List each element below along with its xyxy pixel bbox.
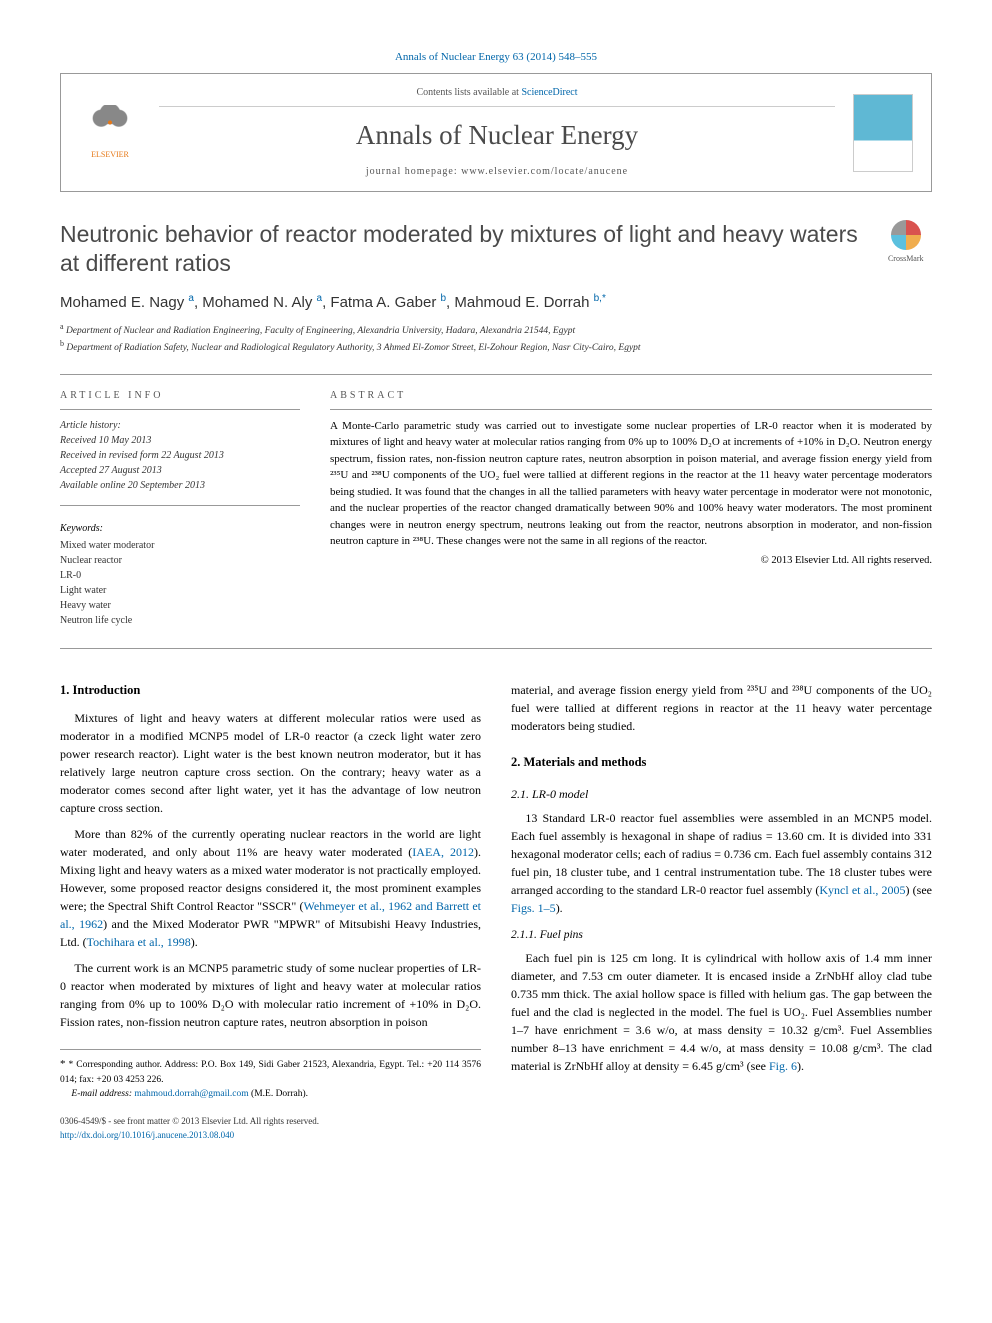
sciencedirect-link[interactable]: ScienceDirect [521,87,577,98]
keywords-label: Keywords: [60,522,300,536]
affiliation-a: a Department of Nuclear and Radiation En… [60,321,932,338]
author-affil-sup: a [317,293,323,304]
history-online: Available online 20 September 2013 [60,478,300,493]
p2a: Each fuel pin is 125 cm long. It is cyli… [511,951,932,1073]
lr0-model-p: 13 Standard LR-0 reactor fuel assemblies… [511,809,932,917]
abstract-block: ABSTRACT A Monte-Carlo parametric study … [330,389,932,628]
keyword: LR-0 [60,568,300,583]
divider [60,505,300,506]
citation-line: Annals of Nuclear Energy 63 (2014) 548–5… [60,50,932,65]
ref-tochihara[interactable]: Tochihara et al., 1998 [87,935,191,949]
intro-p3: The current work is an MCNP5 parametric … [60,959,481,1031]
article-info-label: ARTICLE INFO [60,389,300,410]
intro-p2: More than 82% of the currently operating… [60,825,481,951]
fig-6-link[interactable]: Fig. 6 [769,1059,797,1073]
homepage-prefix: journal homepage: [366,166,461,177]
header-center: Contents lists available at ScienceDirec… [159,86,835,179]
meta-row: ARTICLE INFO Article history: Received 1… [60,389,932,628]
copyright-line: © 2013 Elsevier Ltd. All rights reserved… [330,554,932,569]
affil-b-text: Department of Radiation Safety, Nuclear … [66,343,640,353]
p1c: ). [556,901,563,915]
continuation-p: material, and average fission energy yie… [511,681,932,735]
affiliations: a Department of Nuclear and Radiation En… [60,321,932,356]
contents-prefix: Contents lists available at [416,87,521,98]
journal-header-box: ELSEVIER Contents lists available at Sci… [60,73,932,192]
section-2-heading: 2. Materials and methods [511,753,932,772]
homepage-url: www.elsevier.com/locate/anucene [461,166,628,177]
elsevier-tree-icon [88,105,132,149]
crossmark-badge[interactable]: CrossMark [880,220,932,264]
affiliation-b: b Department of Radiation Safety, Nuclea… [60,338,932,355]
corr-email[interactable]: mahmoud.dorrah@gmail.com [134,1089,248,1099]
section-1-heading: 1. Introduction [60,681,481,700]
contents-line: Contents lists available at ScienceDirec… [159,86,835,107]
article-title: Neutronic behavior of reactor moderated … [60,220,860,278]
ref-iaea[interactable]: IAEA, 2012 [412,845,474,859]
corr-email-who: (M.E. Dorrah). [249,1089,308,1099]
figs-1-5-link[interactable]: Figs. 1–5 [511,901,556,915]
crossmark-icon [891,220,921,250]
history-label: Article history: [60,418,300,433]
journal-title: Annals of Nuclear Energy [159,117,835,155]
left-column: 1. Introduction Mixtures of light and he… [60,681,481,1143]
doi-link[interactable]: http://dx.doi.org/10.1016/j.anucene.2013… [60,1130,234,1140]
keyword: Mixed water moderator [60,538,300,553]
history-revised: Received in revised form 22 August 2013 [60,448,300,463]
publisher-name: ELSEVIER [91,149,129,160]
author-affil-sup: b,* [594,293,606,304]
divider [60,648,932,649]
keyword: Heavy water [60,598,300,613]
keyword: Nuclear reactor [60,553,300,568]
author-affil-sup: b [440,293,446,304]
authors-line: Mohamed E. Nagy a, Mohamed N. Aly a, Fat… [60,292,932,313]
affil-a-text: Department of Nuclear and Radiation Engi… [66,326,575,336]
journal-article-page: Annals of Nuclear Energy 63 (2014) 548–5… [0,0,992,1182]
keyword: Light water [60,583,300,598]
divider [60,374,932,375]
section-2-1-1-heading: 2.1.1. Fuel pins [511,927,932,944]
journal-cover-thumbnail [853,94,913,172]
p1b: ) (see [906,883,932,897]
history-accepted: Accepted 27 August 2013 [60,463,300,478]
keyword: Neutron life cycle [60,613,300,628]
title-row: Neutronic behavior of reactor moderated … [60,220,932,292]
elsevier-logo: ELSEVIER [79,97,141,169]
issn-line: 0306-4549/$ - see front matter © 2013 El… [60,1115,481,1142]
p2b: ). [797,1059,804,1073]
corr-text: * Corresponding author. Address: P.O. Bo… [60,1060,481,1085]
section-2-1-heading: 2.1. LR-0 model [511,785,932,803]
email-label: E-mail address: [71,1089,132,1099]
fuel-pins-p: Each fuel pin is 125 cm long. It is cyli… [511,949,932,1075]
corresponding-author-footnote: * * Corresponding author. Address: P.O. … [60,1049,481,1101]
intro-p1: Mixtures of light and heavy waters at di… [60,709,481,817]
author-affil-sup: a [188,293,194,304]
body-columns: 1. Introduction Mixtures of light and he… [60,681,932,1143]
crossmark-label: CrossMark [888,253,924,264]
homepage-line: journal homepage: www.elsevier.com/locat… [159,165,835,179]
abstract-label: ABSTRACT [330,389,932,410]
abstract-text: A Monte-Carlo parametric study was carri… [330,418,932,550]
ref-kyncl[interactable]: Kyncl et al., 2005 [819,883,905,897]
p2d: ). [191,935,198,949]
issn-text: 0306-4549/$ - see front matter © 2013 El… [60,1115,481,1129]
article-info-block: ARTICLE INFO Article history: Received 1… [60,389,300,628]
history-received: Received 10 May 2013 [60,433,300,448]
right-column: material, and average fission energy yie… [511,681,932,1143]
